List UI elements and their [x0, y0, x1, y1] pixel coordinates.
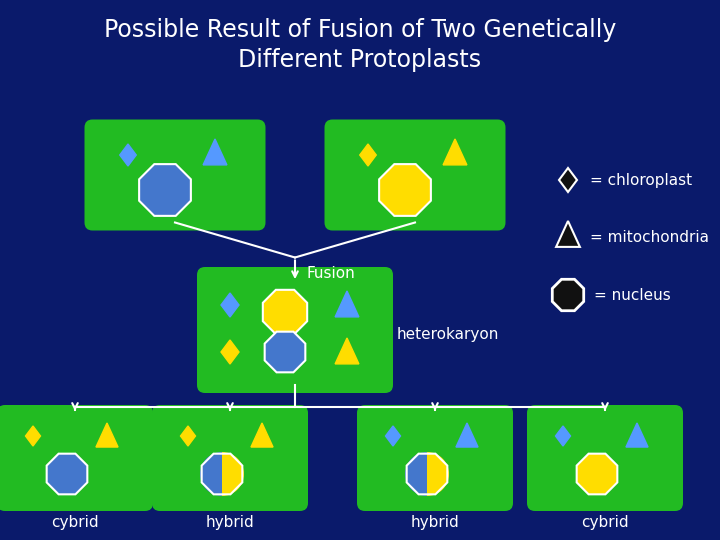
Text: hybrid: hybrid — [206, 515, 254, 530]
Wedge shape — [222, 452, 244, 496]
Polygon shape — [559, 168, 577, 192]
FancyBboxPatch shape — [527, 405, 683, 511]
Polygon shape — [120, 144, 136, 166]
Wedge shape — [200, 452, 222, 496]
FancyBboxPatch shape — [152, 405, 308, 511]
Text: = mitochondria: = mitochondria — [590, 230, 709, 245]
Polygon shape — [263, 290, 307, 334]
FancyBboxPatch shape — [325, 119, 505, 231]
Polygon shape — [556, 426, 570, 446]
Polygon shape — [335, 338, 359, 364]
Polygon shape — [456, 423, 478, 447]
Text: = chloroplast: = chloroplast — [590, 172, 692, 187]
Polygon shape — [385, 426, 400, 446]
Text: Different Protoplasts: Different Protoplasts — [238, 48, 482, 72]
FancyBboxPatch shape — [84, 119, 266, 231]
FancyBboxPatch shape — [0, 405, 153, 511]
Wedge shape — [427, 452, 449, 496]
Polygon shape — [47, 454, 87, 494]
Polygon shape — [443, 139, 467, 165]
Polygon shape — [181, 426, 196, 446]
Polygon shape — [139, 164, 191, 216]
Polygon shape — [335, 291, 359, 317]
Text: Possible Result of Fusion of Two Genetically: Possible Result of Fusion of Two Genetic… — [104, 18, 616, 42]
Text: cybrid: cybrid — [51, 515, 99, 530]
Polygon shape — [221, 293, 239, 317]
Polygon shape — [265, 332, 305, 372]
Polygon shape — [556, 221, 580, 247]
Wedge shape — [405, 452, 427, 496]
Polygon shape — [626, 423, 648, 447]
Polygon shape — [251, 423, 273, 447]
Polygon shape — [203, 139, 227, 165]
Text: cybrid: cybrid — [581, 515, 629, 530]
Polygon shape — [577, 454, 617, 494]
Text: = nucleus: = nucleus — [594, 287, 671, 302]
Polygon shape — [25, 426, 40, 446]
Text: hybrid: hybrid — [410, 515, 459, 530]
Polygon shape — [221, 340, 239, 364]
Polygon shape — [552, 279, 584, 310]
FancyBboxPatch shape — [197, 267, 393, 393]
Polygon shape — [379, 164, 431, 216]
FancyBboxPatch shape — [357, 405, 513, 511]
Text: heterokaryon: heterokaryon — [397, 327, 500, 342]
Polygon shape — [360, 144, 377, 166]
Polygon shape — [96, 423, 118, 447]
Text: Fusion: Fusion — [307, 266, 356, 280]
